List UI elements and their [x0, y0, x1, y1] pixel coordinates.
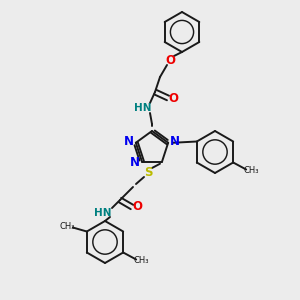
Text: HN: HN [94, 208, 112, 218]
Text: N: N [124, 135, 134, 148]
Text: O: O [165, 53, 175, 67]
Text: CH₃: CH₃ [243, 166, 259, 175]
Text: O: O [168, 92, 178, 104]
Text: N: N [170, 135, 180, 148]
Text: HN: HN [134, 103, 152, 113]
Text: CH₃: CH₃ [59, 222, 75, 231]
Text: S: S [144, 166, 152, 178]
Text: CH₃: CH₃ [134, 256, 149, 265]
Text: N: N [130, 156, 140, 169]
Text: O: O [132, 200, 142, 214]
